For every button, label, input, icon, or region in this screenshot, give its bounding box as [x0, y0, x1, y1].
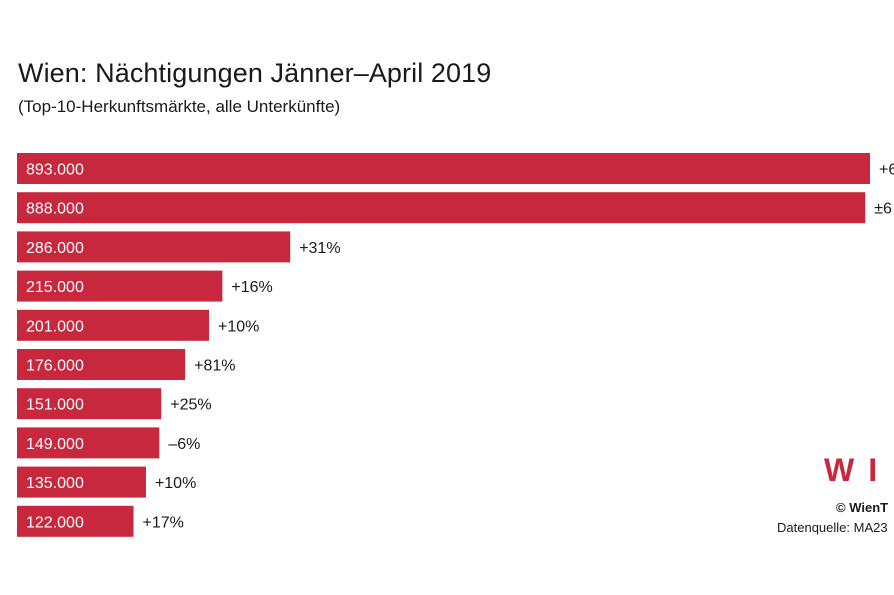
bar-value-label-8: 135.000: [26, 475, 84, 492]
bar-value-label-6: 151.000: [26, 397, 84, 414]
bar-change-label-6: +25%: [170, 397, 211, 414]
bar-value-label-1: 888.000: [26, 201, 84, 218]
bar-change-label-4: +10%: [218, 318, 259, 335]
wien-tourismus-logo: WI: [824, 452, 892, 488]
bar-2: [17, 231, 291, 263]
chart-title: Wien: Nächtigungen Jänner–April 2019: [18, 58, 492, 88]
bar-change-label-9: +17%: [143, 514, 184, 531]
bar-7: [17, 427, 160, 459]
bar-value-label-9: 122.000: [26, 514, 84, 531]
bar-8: [17, 466, 146, 498]
bar-change-label-5: +81%: [194, 358, 235, 375]
bar-5: [17, 349, 186, 380]
bar-4: [17, 309, 209, 341]
bar-change-label-0: +6: [879, 162, 894, 179]
chart-subtitle: (Top-10-Herkunftsmärkte, alle Unterkünft…: [18, 97, 341, 116]
bar-value-label-7: 149.000: [26, 436, 84, 453]
bar-value-label-4: 201.000: [26, 318, 84, 335]
data-source-text: Datenquelle: MA23: [777, 520, 888, 535]
bar-value-label-2: 286.000: [26, 240, 84, 257]
bar-value-label-3: 215.000: [26, 279, 84, 296]
bar-change-label-8: +10%: [155, 475, 196, 492]
bar-value-label-5: 176.000: [26, 358, 84, 375]
bar-3: [17, 270, 223, 302]
bar-change-label-7: –6%: [168, 436, 200, 453]
bar-value-label-0: 893.000: [26, 162, 84, 179]
bar-change-label-2: +31%: [299, 240, 340, 257]
bar-1: [17, 192, 866, 224]
bar-change-label-3: +16%: [231, 279, 272, 296]
bar-9: [17, 505, 134, 537]
bar-change-label-1: ±6: [874, 201, 892, 218]
bar-6: [17, 388, 162, 420]
copyright-text: © WienT: [836, 500, 889, 515]
bar-0: [17, 153, 870, 184]
